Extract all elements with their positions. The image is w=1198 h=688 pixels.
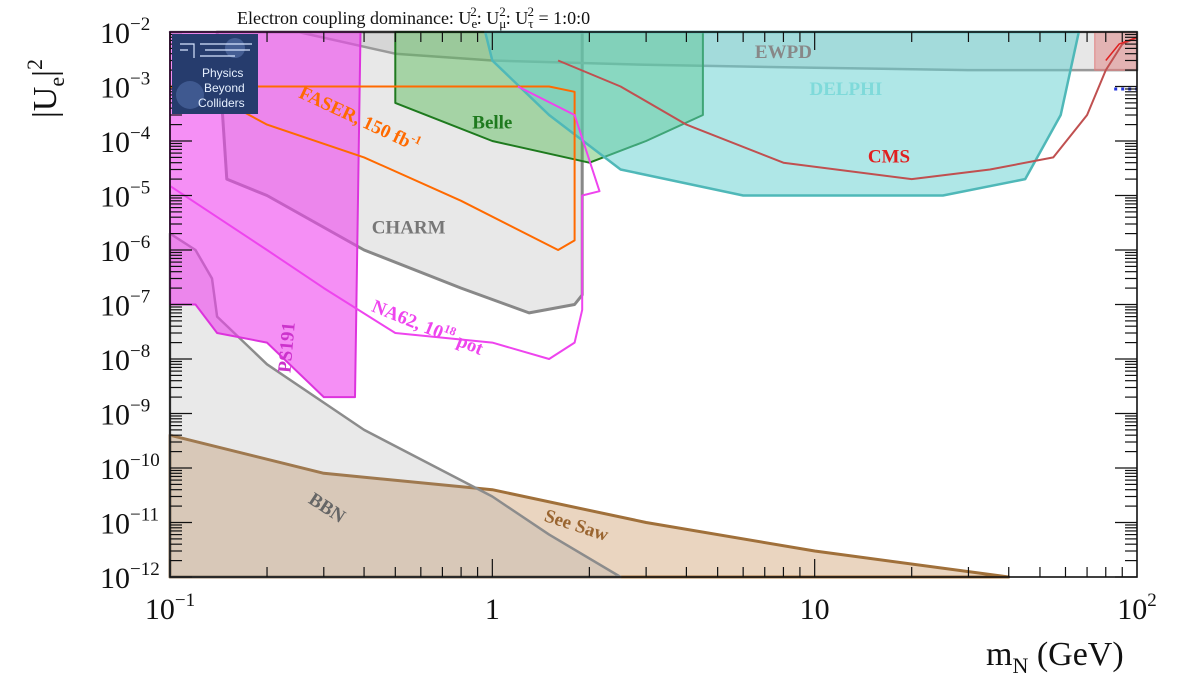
y-tick-label: 10−3 <box>100 69 150 105</box>
y-axis-title: |Ue|2 <box>22 59 69 118</box>
physics-beyond-colliders-logo: Physics Beyond Colliders <box>172 34 258 114</box>
x-tick-label: 10 <box>800 593 830 626</box>
label-belle: Belle <box>472 112 512 133</box>
label-charm: CHARM <box>372 218 446 239</box>
y-tick-label: 10−12 <box>100 559 160 595</box>
y-tick-label: 10−7 <box>100 287 150 323</box>
curve-cms <box>557 36 1138 181</box>
label-ps191: PS191 <box>274 321 299 373</box>
circuit-icon <box>180 43 252 58</box>
y-tick-label: 10−11 <box>100 505 159 541</box>
curve-cms-projection <box>1105 36 1138 61</box>
y-tick-label: 10−2 <box>100 14 150 50</box>
label-ewpd: EWPD <box>755 42 812 63</box>
x-tick-label: 10−1 <box>145 590 195 626</box>
curve-na62-10-18-pot <box>169 85 601 360</box>
y-tick-label: 10−8 <box>100 341 150 377</box>
label-cms: CMS <box>868 147 910 168</box>
x-tick-label: 102 <box>1117 590 1157 626</box>
label-delphi: DELPHI <box>809 79 882 100</box>
logo-line-1: Physics <box>202 66 243 80</box>
y-tick-label: 10−6 <box>100 232 150 268</box>
logo-line-3: Colliders <box>198 96 245 110</box>
y-tick-label: 10−5 <box>100 178 150 214</box>
y-tick-label: 10−9 <box>100 396 150 432</box>
y-tick-label: 10−4 <box>100 123 151 159</box>
chart-title: Electron coupling dominance: Ue2: Uμ2: U… <box>237 4 590 31</box>
x-axis-title: mN (GeV) <box>986 636 1124 678</box>
y-tick-label: 10−10 <box>100 450 160 486</box>
x-tick-label: 1 <box>485 593 500 626</box>
logo-line-2: Beyond <box>204 81 245 95</box>
region-layer <box>168 30 1139 579</box>
